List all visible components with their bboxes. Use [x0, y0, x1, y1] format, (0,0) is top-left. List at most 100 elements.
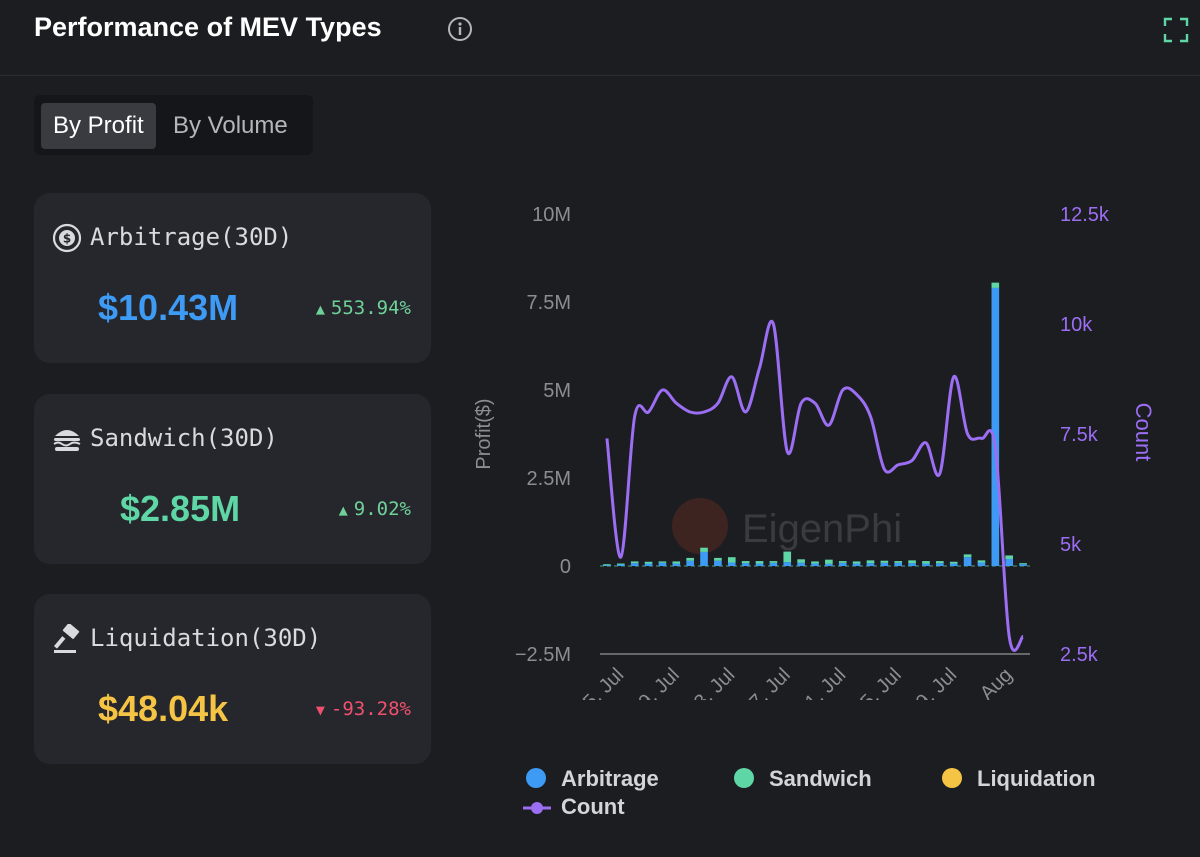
- arbitrage-bar: [630, 563, 639, 566]
- y2-tick-label: 12.5k: [1060, 204, 1110, 226]
- sandwich-bar: [963, 554, 972, 558]
- trend-up-icon: ▲: [315, 300, 325, 318]
- arbitrage-bar: [616, 564, 625, 566]
- arbitrage-bar: [908, 563, 916, 566]
- x-tick-label: 13. Jul: [682, 664, 739, 700]
- sandwich-change: ▲ 9.02%: [339, 498, 411, 520]
- arbitrage-bar: [963, 557, 972, 566]
- liquidation-change: ▼ -93.28%: [316, 698, 411, 720]
- sandwich-bar: [811, 561, 819, 564]
- sandwich-bar: [603, 564, 611, 566]
- sandwich-bar: [783, 551, 792, 563]
- sandwich-value: $2.85M: [120, 488, 241, 529]
- arbitrage-bar: [727, 562, 736, 566]
- sandwich-bar: [727, 557, 736, 563]
- legend-liquidation[interactable]: Liquidation: [977, 766, 1096, 791]
- arbitrage-bar: [880, 562, 889, 566]
- legend-count[interactable]: Count: [561, 794, 625, 819]
- x-tick-label: 5. Jul: [579, 664, 628, 700]
- sandwich-bar: [949, 561, 958, 564]
- x-tick-label: 25. Jul: [849, 664, 906, 700]
- arbitrage-bar: [797, 562, 805, 566]
- legend-sandwich[interactable]: Sandwich: [769, 766, 872, 791]
- sandwich-bar: [630, 561, 639, 564]
- arbitrage-bar: [686, 560, 694, 566]
- arbitrage-bar: [1019, 564, 1027, 566]
- sandwich-change-value: 9.02%: [353, 498, 411, 520]
- arbitrage-bar: [700, 551, 708, 566]
- y-tick-label: 7.5M: [527, 292, 571, 314]
- sandwich-bar: [797, 559, 805, 563]
- sandwich-bar: [922, 561, 930, 564]
- liquidation-label: Liquidation(30D): [90, 624, 322, 652]
- sandwich-card: Sandwich(30D) $2.85M ▲ 9.02%: [34, 394, 431, 564]
- count-line: [605, 319, 1025, 652]
- sandwich-label: Sandwich(30D): [90, 424, 278, 452]
- arbitrage-bar: [977, 562, 986, 566]
- arbitrage-bar: [852, 563, 861, 566]
- y-tick-label: 2.5M: [527, 468, 571, 490]
- arbitrage-change-value: 553.94%: [330, 297, 411, 319]
- y-tick-label: 5M: [543, 380, 571, 402]
- arbitrage-value: $10.43M: [98, 287, 239, 328]
- arbitrage-bar: [825, 563, 833, 566]
- metric-toggle: By Profit By Volume: [34, 95, 313, 155]
- arbitrage-bar: [644, 563, 653, 566]
- arbitrage-bar: [783, 562, 792, 566]
- sandwich-icon: [53, 430, 81, 451]
- arbitrage-label: Arbitrage(30D): [90, 223, 293, 251]
- arbitrage-card: $ Arbitrage(30D) $10.43M ▲ 553.94%: [34, 193, 431, 363]
- mev-profit-chart: EigenPhi 10M 7.5M 5M 2.5M 0 −2.5M 12.5k 10k 7.5k 5…: [473, 204, 1156, 700]
- dollar-cycle-icon: $: [52, 223, 82, 253]
- panel-title: Performance of MEV Types: [34, 12, 382, 42]
- arbitrage-bar: [922, 563, 930, 566]
- sandwich-bar: [991, 282, 1000, 288]
- arbitrage-bar: [658, 562, 667, 566]
- info-circle-icon[interactable]: [447, 16, 473, 42]
- sandwich-bar: [755, 561, 764, 564]
- sandwich-bar: [686, 557, 694, 561]
- sandwich-bar: [1019, 563, 1027, 565]
- y-axis-title: Profit($): [473, 398, 495, 469]
- sandwich-bar: [908, 560, 916, 564]
- y2-tick-label: 5k: [1060, 534, 1082, 556]
- gavel-icon: [53, 624, 80, 653]
- eigenphi-watermark: EigenPhi: [672, 498, 902, 554]
- svg-text:EigenPhi: EigenPhi: [742, 507, 902, 551]
- by-volume-button[interactable]: By Volume: [173, 112, 288, 139]
- sandwich-bar: [741, 561, 750, 564]
- arbitrage-bar: [1005, 558, 1014, 566]
- y-tick-label: −2.5M: [515, 644, 571, 666]
- sandwich-bar: [936, 561, 944, 564]
- svg-text:$: $: [63, 232, 71, 246]
- legend-sandwich-marker: [734, 768, 754, 788]
- sandwich-bar: [672, 561, 681, 564]
- arbitrage-bar: [936, 563, 944, 566]
- arbitrage-bar: [811, 563, 819, 566]
- panel-header: Performance of MEV Types: [0, 0, 1200, 76]
- by-profit-button[interactable]: By Profit: [41, 103, 156, 149]
- sandwich-bar: [616, 563, 625, 565]
- legend-count-marker: [523, 802, 551, 814]
- arbitrage-bar: [714, 560, 722, 566]
- sandwich-bar: [880, 560, 889, 563]
- x-tick-label: 2. Aug: [961, 664, 1017, 700]
- y2-tick-label: 10k: [1060, 314, 1093, 336]
- arbitrage-bar: [769, 562, 778, 566]
- trend-up-icon: ▲: [338, 501, 348, 519]
- sandwich-bar: [977, 560, 986, 563]
- sandwich-bar: [644, 561, 653, 564]
- legend-arbitrage-marker: [526, 768, 546, 788]
- arbitrage-bar: [741, 563, 750, 566]
- y2-tick-label: 2.5k: [1060, 644, 1099, 666]
- y-tick-label: 0: [560, 556, 571, 578]
- y-tick-label: 10M: [532, 204, 571, 226]
- arbitrage-bar: [838, 562, 847, 566]
- expand-icon[interactable]: [1163, 17, 1189, 43]
- sandwich-bar: [838, 561, 847, 563]
- sandwich-bar: [1005, 555, 1014, 559]
- sandwich-bar: [852, 561, 861, 564]
- sandwich-bar: [769, 561, 778, 563]
- legend-arbitrage[interactable]: Arbitrage: [561, 766, 659, 791]
- x-tick-label: 21. Jul: [793, 664, 850, 700]
